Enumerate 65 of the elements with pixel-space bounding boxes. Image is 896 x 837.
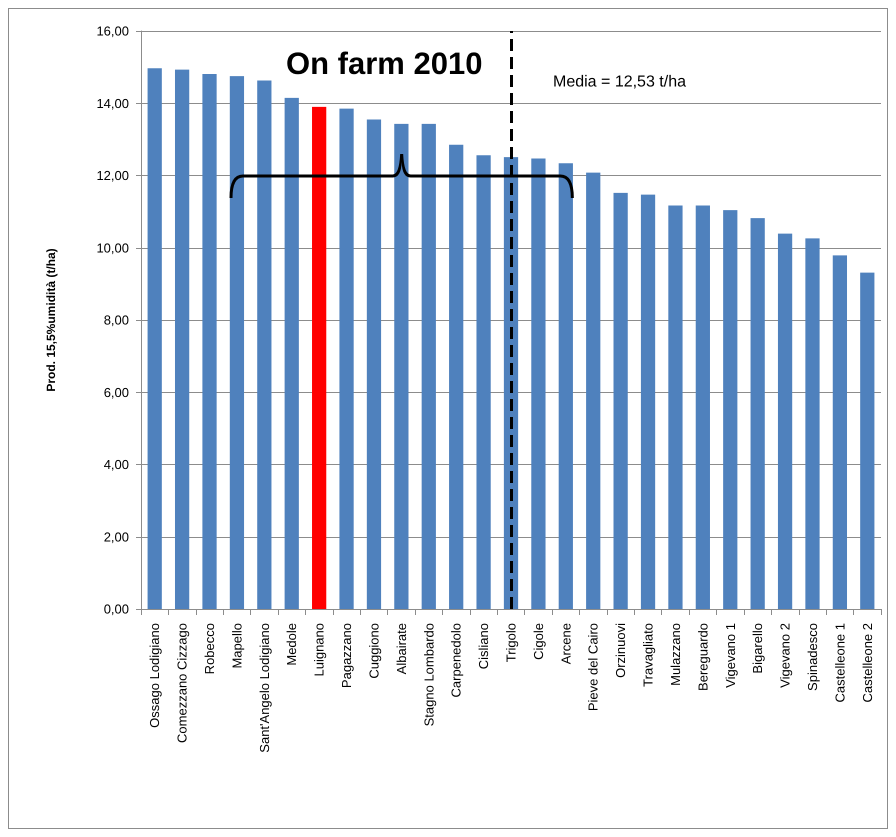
x-tick-label: Comezzano Cizzago	[174, 623, 190, 743]
x-tick-label: Carpenedolo	[448, 623, 464, 698]
y-tick-label: 14,00	[96, 96, 129, 111]
y-tick-label: 12,00	[96, 168, 129, 183]
y-tick-label: 2,00	[104, 529, 129, 544]
bar	[312, 106, 326, 609]
text: On farm 2010	[286, 46, 482, 81]
bar	[339, 108, 354, 609]
bar	[805, 238, 820, 609]
bar	[696, 205, 710, 609]
y-axis-title: Prod. 15,5%umidità (t/ha)	[44, 248, 58, 392]
x-tick-label: Castelleone 2	[860, 623, 875, 702]
bar	[394, 124, 408, 609]
x-tick-label: Arcene	[558, 623, 574, 664]
bar	[723, 210, 738, 609]
x-tick-label: Robecco	[202, 623, 218, 674]
x-tick-label: Ossago Lodigiano	[147, 623, 162, 728]
bar	[422, 124, 436, 609]
bar	[230, 76, 244, 609]
y-tick-label: 4,00	[104, 457, 129, 472]
x-tick-label: Luignano	[312, 623, 327, 676]
bar	[778, 234, 792, 609]
y-tick-label: 0,00	[104, 602, 129, 616]
bar	[148, 68, 162, 609]
bar	[202, 74, 217, 609]
x-tick-label: Spinadesco	[804, 623, 820, 691]
bar	[449, 144, 464, 609]
x-tick-label: Bigarello	[750, 623, 766, 674]
bar	[558, 163, 573, 609]
y-tick-label: 8,00	[104, 312, 129, 328]
y-tick-label: 16,00	[96, 24, 129, 38]
x-tick-label: Vigevano 1	[722, 623, 738, 688]
bar	[586, 172, 600, 609]
x-tick-label: Cigole	[530, 623, 546, 660]
x-tick-label: Trigolo	[504, 623, 518, 662]
x-tick-label: Castelleone 1	[832, 623, 848, 702]
x-tick-label: Mulazzano	[668, 623, 683, 686]
x-tick-label: Albairate	[394, 623, 409, 674]
x-tick-label: Stagno Lombardo	[421, 623, 436, 726]
bar	[860, 272, 874, 609]
y-tick-label: 6,00	[104, 384, 129, 400]
x-tick-label: Vigevano 2	[778, 623, 793, 688]
x-tick-label: Sant'Angelo Lodigiano	[256, 623, 272, 753]
bar	[257, 80, 272, 609]
x-tick-label: Pieve del Cairo	[586, 623, 601, 712]
x-tick-label: Travagliato	[640, 623, 656, 687]
bar	[832, 255, 848, 609]
bar	[284, 98, 299, 609]
x-tick-label: Medole	[284, 623, 300, 666]
bar	[668, 205, 683, 609]
bar	[476, 155, 491, 609]
bar	[531, 158, 546, 609]
x-tick-label: Bereguardo	[695, 623, 710, 691]
x-tick-label: Pagazzano	[339, 623, 354, 688]
bar	[174, 70, 190, 609]
y-tick-label: 10,00	[96, 240, 129, 256]
bar	[614, 192, 628, 609]
bar	[750, 218, 765, 609]
bar	[366, 120, 382, 609]
x-tick-label: Cisliano	[476, 623, 492, 670]
bar	[640, 194, 656, 609]
ref-line-label: Media = 12,53 t/ha	[553, 74, 686, 91]
x-tick-label: Orzinuovi	[613, 622, 628, 678]
x-tick-label: Cuggiono	[366, 623, 382, 679]
x-tick-label: Mapello	[229, 623, 244, 669]
